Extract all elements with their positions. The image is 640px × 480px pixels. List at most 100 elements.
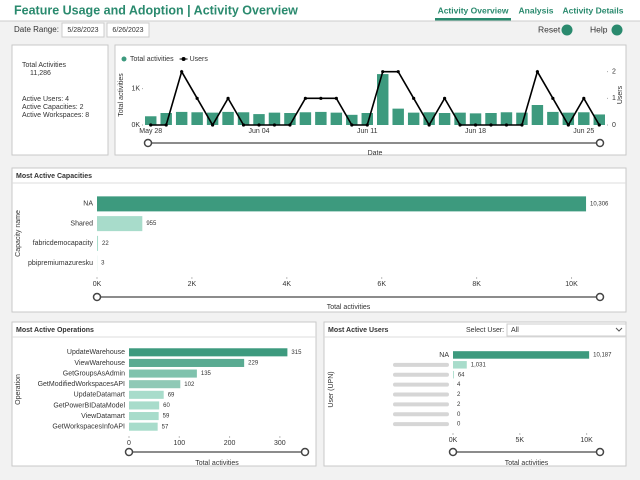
y-tick-label: NA: [83, 201, 93, 208]
value-label: 4: [457, 382, 461, 388]
slider-knob[interactable]: [595, 138, 605, 148]
line-point: [396, 70, 400, 74]
x-tick-label: 6K: [377, 281, 386, 288]
line-point: [350, 123, 354, 127]
redacted-label: [393, 422, 449, 427]
y-tick-label: pbipremiumazuresku: [28, 260, 93, 267]
y2-tick-label: 0: [612, 122, 616, 129]
y-axis-label: Total activities: [118, 73, 125, 117]
bar: [175, 111, 188, 125]
x-tick-label: Jun 11: [357, 128, 378, 135]
slider-knob[interactable]: [92, 292, 102, 302]
line-point: [473, 123, 478, 127]
date-end: 6/26/2023: [112, 27, 143, 34]
value-label: 3: [101, 261, 105, 267]
line-point: [211, 123, 215, 127]
panel-title: Most Active Operations: [16, 327, 94, 334]
x-axis-label: Total activities: [505, 460, 549, 467]
x-tick-label: 8K: [472, 281, 481, 288]
slider-knob[interactable]: [595, 447, 605, 457]
value-label: 64: [458, 372, 465, 378]
line-point: [272, 123, 277, 127]
value-label: 0: [457, 422, 461, 428]
x-tick-label: May 28: [139, 128, 162, 135]
y-tick-label: GetModifiedWorkspacesAPI: [38, 381, 125, 388]
help-icon[interactable]: [611, 24, 623, 36]
bar: [361, 113, 373, 125]
bar: [500, 112, 513, 125]
redacted-label: [393, 392, 449, 397]
line: [150, 69, 600, 127]
line-point: [443, 96, 447, 100]
x-tick-label: 0K: [449, 437, 458, 444]
reset-button[interactable]: Reset: [538, 24, 561, 34]
x-axis-label: Date: [368, 150, 383, 157]
bar: [516, 112, 528, 125]
value-label: 102: [184, 382, 195, 388]
x-tick-label: Jun 25: [573, 128, 594, 135]
y-tick-label: GetPowerBIDataModel: [53, 402, 125, 409]
value-label: 135: [201, 371, 212, 377]
redacted-label: [393, 372, 449, 377]
bar: [562, 112, 575, 125]
x-tick-label: 10K: [580, 437, 593, 444]
bar: [453, 351, 590, 359]
bar: [129, 422, 158, 431]
line-point: [303, 96, 307, 100]
y-tick-label: ViewDatamart: [81, 413, 125, 420]
y-tick-label: NA: [439, 352, 449, 359]
x-tick-label: 300: [274, 440, 286, 447]
legend-swatch: [121, 56, 127, 62]
date-input[interactable]: [106, 22, 150, 38]
x-tick-label: 200: [224, 440, 236, 447]
panel-title: Most Active Users: [328, 327, 389, 334]
value-label: 10,306: [590, 201, 609, 207]
slider-knob[interactable]: [448, 447, 458, 457]
bar: [485, 113, 497, 125]
bar: [392, 108, 404, 125]
bar: [145, 116, 157, 125]
bar: [129, 380, 181, 389]
redacted-label: [393, 412, 449, 417]
value-label: 0: [457, 412, 461, 418]
line-point: [520, 123, 524, 127]
help-button[interactable]: Help: [590, 24, 608, 34]
reset-icon[interactable]: [561, 24, 573, 36]
bar: [129, 358, 245, 367]
tab[interactable]: Activity Details: [563, 5, 624, 15]
page-title: Feature Usage and Adoption | Activity Ov…: [14, 3, 298, 17]
x-tick-label: 2K: [188, 281, 197, 288]
bar: [469, 113, 482, 125]
value-label: 2: [457, 402, 461, 408]
line-point: [504, 123, 509, 127]
bar: [268, 112, 281, 125]
value-label: 10,187: [593, 353, 612, 359]
select-user[interactable]: [506, 323, 627, 337]
line-point: [427, 123, 431, 127]
slider-knob[interactable]: [143, 138, 153, 148]
bar: [129, 401, 160, 410]
kpi-line: Active Workspaces: 8: [22, 112, 89, 119]
slider-knob[interactable]: [300, 447, 310, 457]
date-start: 5/28/2023: [67, 27, 98, 34]
bar: [423, 112, 435, 125]
slider-knob[interactable]: [595, 292, 605, 302]
x-tick-label: 4K: [283, 281, 292, 288]
tab[interactable]: Analysis: [519, 5, 554, 15]
bar: [299, 112, 312, 125]
bar: [253, 114, 265, 125]
slider-knob[interactable]: [124, 447, 134, 457]
tab[interactable]: Activity Overview: [438, 5, 509, 15]
x-tick-label: 0: [127, 440, 131, 447]
y2-tick-label: 1: [612, 95, 616, 102]
line-point: [489, 123, 493, 127]
date-input[interactable]: [61, 22, 105, 38]
bar: [97, 235, 99, 251]
bar: [237, 112, 250, 125]
bar: [222, 111, 234, 125]
kpi-line: Active Users: 4: [22, 96, 69, 103]
legend-swatch: [181, 57, 186, 61]
bar: [97, 216, 143, 232]
x-axis-label: Total activities: [195, 460, 239, 467]
line-point: [458, 123, 462, 127]
